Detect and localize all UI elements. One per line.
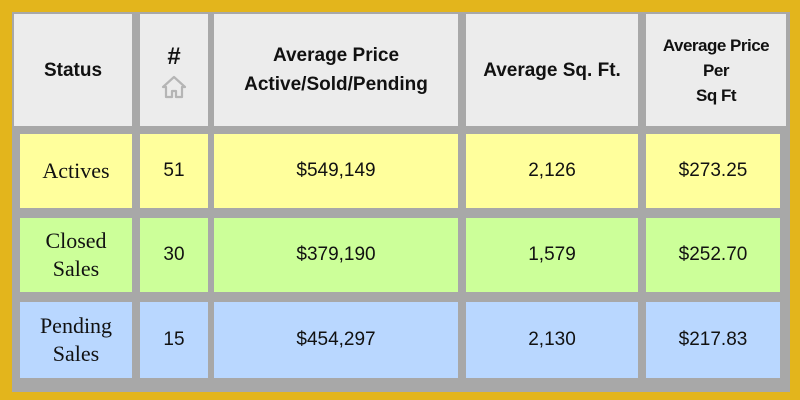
avg-sqft-value: 1,579 — [528, 244, 576, 265]
status-label-line2: Sales — [52, 341, 100, 366]
count-value: 51 — [163, 160, 185, 181]
header-avg-price-line1: Average Price — [272, 45, 400, 66]
header-price-per-sqft-line1: Average Price — [662, 35, 770, 55]
price-per-sqft-value: $252.70 — [678, 244, 748, 265]
row-actives-count: 51 — [140, 134, 208, 208]
row-pending-price-per-sqft: $217.83 — [646, 302, 780, 378]
row-pending-count: 15 — [140, 302, 208, 378]
row-closed-avg-sqft: 1,579 — [466, 218, 638, 292]
header-status: Status — [14, 14, 132, 126]
header-status-label: Status — [43, 59, 103, 81]
header-avg-sqft: Average Sq. Ft. — [466, 14, 638, 126]
row-closed-price-per-sqft: $252.70 — [646, 218, 780, 292]
row-actives-avg-price: $549,149 — [214, 134, 458, 208]
header-count-label: # — [167, 42, 181, 70]
header-avg-price: Average Price Active/Sold/Pending — [214, 14, 458, 126]
header-price-per-sqft-line2: Per — [703, 60, 729, 80]
row-closed-avg-price: $379,190 — [214, 218, 458, 292]
status-label-line1: Pending — [39, 313, 113, 338]
row-closed-status: Closed Sales — [20, 218, 132, 292]
row-pending-status: Pending Sales — [20, 302, 132, 378]
header-count: # — [140, 14, 208, 126]
status-label: Actives — [42, 158, 110, 183]
row-pending-avg-sqft: 2,130 — [466, 302, 638, 378]
avg-price-value: $549,149 — [296, 160, 376, 181]
avg-price-value: $379,190 — [296, 244, 376, 265]
header-avg-price-line2: Active/Sold/Pending — [244, 74, 428, 95]
row-pending-avg-price: $454,297 — [214, 302, 458, 378]
row-actives-avg-sqft: 2,126 — [466, 134, 638, 208]
avg-sqft-value: 2,130 — [528, 329, 576, 350]
house-icon — [161, 75, 187, 98]
header-avg-sqft-label: Average Sq. Ft. — [483, 59, 621, 81]
count-value: 15 — [163, 329, 185, 350]
status-label-line2: Sales — [52, 256, 100, 281]
status-label-line1: Closed — [45, 228, 107, 253]
avg-sqft-value: 2,126 — [528, 160, 576, 181]
price-per-sqft-value: $217.83 — [678, 329, 748, 350]
row-actives-status: Actives — [20, 134, 132, 208]
price-per-sqft-value: $273.25 — [678, 160, 748, 181]
avg-price-value: $454,297 — [296, 329, 376, 350]
row-actives-price-per-sqft: $273.25 — [646, 134, 780, 208]
header-price-per-sqft-line3: Sq Ft — [696, 85, 737, 105]
header-price-per-sqft: Average Price Per Sq Ft — [646, 14, 786, 126]
row-closed-count: 30 — [140, 218, 208, 292]
count-value: 30 — [163, 244, 185, 265]
